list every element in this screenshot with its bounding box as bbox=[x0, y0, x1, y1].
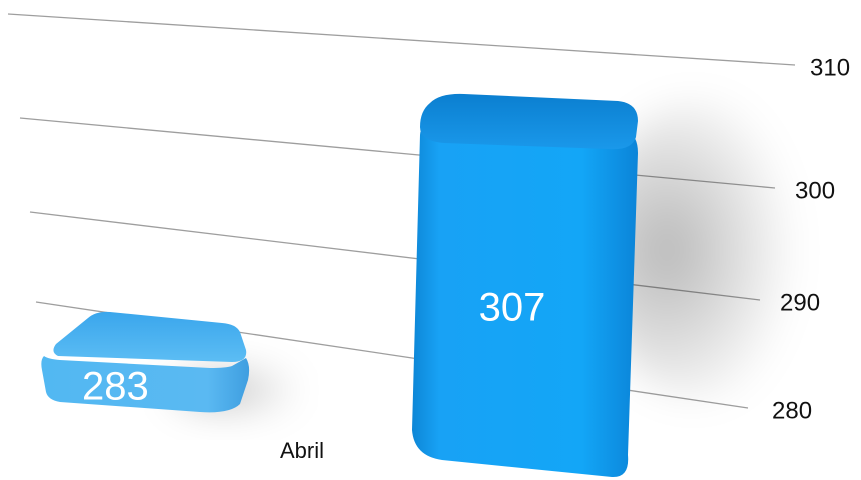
bar-2 bbox=[412, 123, 638, 478]
x-axis-category-labels: Abril bbox=[280, 438, 324, 463]
bars bbox=[41, 93, 638, 478]
tick-label-300: 300 bbox=[795, 177, 835, 204]
data-labels: 283 307 bbox=[82, 286, 545, 409]
tick-label-290: 290 bbox=[780, 289, 820, 316]
data-label-bar-2: 307 bbox=[479, 286, 546, 330]
bar-shadow-right bbox=[590, 100, 810, 400]
tick-label-280: 280 bbox=[772, 397, 812, 424]
data-label-abril: 283 bbox=[82, 365, 149, 409]
category-label-abril: Abril bbox=[280, 438, 324, 463]
bar-left-top bbox=[53, 311, 247, 362]
bar-2-top bbox=[420, 93, 638, 150]
bar-abril bbox=[41, 356, 250, 413]
y-axis-tick-labels: 280 290 300 310 bbox=[772, 54, 850, 424]
gridline-310 bbox=[7, 13, 796, 66]
tick-label-310: 310 bbox=[810, 54, 850, 81]
